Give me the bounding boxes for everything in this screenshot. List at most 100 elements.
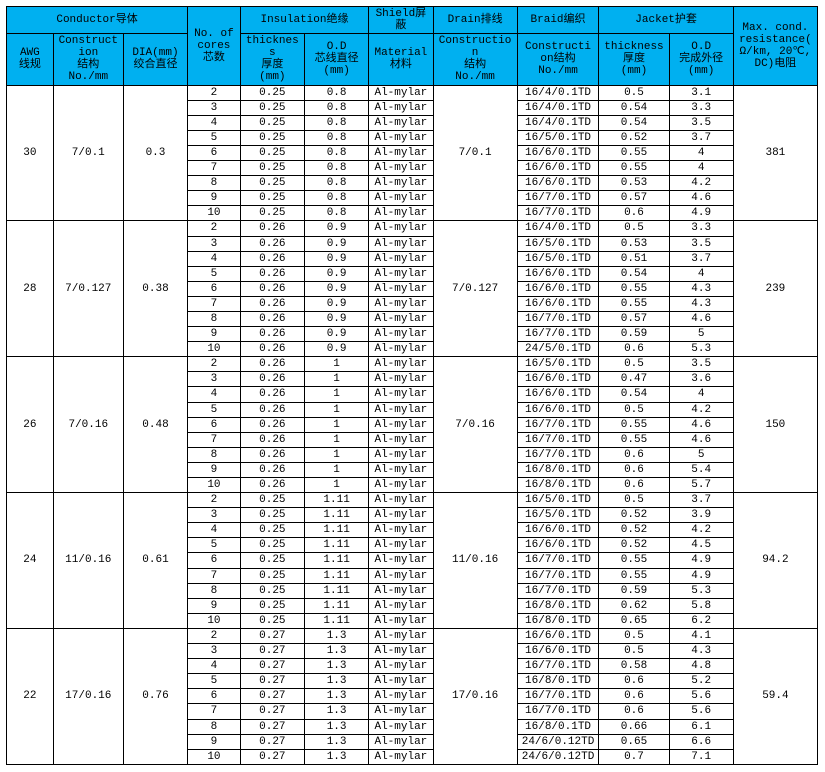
cell-cores: 3 bbox=[188, 236, 241, 251]
cell-ins-od: 0.9 bbox=[304, 311, 368, 326]
cell-cores: 9 bbox=[188, 462, 241, 477]
cell-ins-thickness: 0.26 bbox=[240, 357, 304, 372]
cell-cores: 5 bbox=[188, 402, 241, 417]
cell-ins-thickness: 0.25 bbox=[240, 538, 304, 553]
cell-braid: 16/4/0.1TD bbox=[517, 100, 599, 115]
cell-jacket-thickness: 0.51 bbox=[599, 251, 669, 266]
cell-braid: 16/7/0.1TD bbox=[517, 659, 599, 674]
cell-ins-od: 0.8 bbox=[304, 130, 368, 145]
cell-ins-od: 0.9 bbox=[304, 236, 368, 251]
cell-braid: 16/5/0.1TD bbox=[517, 493, 599, 508]
table-body: 307/0.10.320.250.8Al-mylar7/0.116/4/0.1T… bbox=[7, 85, 818, 764]
cell-jacket-thickness: 0.59 bbox=[599, 327, 669, 342]
cell-ins-od: 1 bbox=[304, 432, 368, 447]
cell-shield-material: Al-mylar bbox=[369, 327, 433, 342]
cell-cores: 3 bbox=[188, 508, 241, 523]
cell-shield-material: Al-mylar bbox=[369, 342, 433, 357]
cell-resistance: 59.4 bbox=[733, 628, 817, 764]
cell-shield-material: Al-mylar bbox=[369, 568, 433, 583]
cell-ins-thickness: 0.27 bbox=[240, 674, 304, 689]
cell-ins-thickness: 0.27 bbox=[240, 719, 304, 734]
cell-jacket-od: 6.6 bbox=[669, 734, 733, 749]
cell-jacket-thickness: 0.5 bbox=[599, 402, 669, 417]
cell-jacket-thickness: 0.55 bbox=[599, 417, 669, 432]
cell-jacket-od: 3.3 bbox=[669, 221, 733, 236]
cell-shield-material: Al-mylar bbox=[369, 402, 433, 417]
cell-shield-material: Al-mylar bbox=[369, 613, 433, 628]
cell-cores: 5 bbox=[188, 266, 241, 281]
cell-resistance: 239 bbox=[733, 221, 817, 357]
cell-braid: 16/6/0.1TD bbox=[517, 538, 599, 553]
cell-shield-material: Al-mylar bbox=[369, 734, 433, 749]
cell-drain: 17/0.16 bbox=[433, 628, 517, 764]
cell-shield-material: Al-mylar bbox=[369, 221, 433, 236]
cell-braid: 16/8/0.1TD bbox=[517, 613, 599, 628]
cell-shield-material: Al-mylar bbox=[369, 372, 433, 387]
cell-jacket-od: 7.1 bbox=[669, 749, 733, 764]
cell-cores: 8 bbox=[188, 583, 241, 598]
cell-jacket-thickness: 0.66 bbox=[599, 719, 669, 734]
cell-ins-od: 0.8 bbox=[304, 206, 368, 221]
cell-jacket-thickness: 0.54 bbox=[599, 387, 669, 402]
cell-jacket-od: 5 bbox=[669, 327, 733, 342]
cell-jacket-thickness: 0.6 bbox=[599, 689, 669, 704]
cell-ins-od: 1 bbox=[304, 447, 368, 462]
cell-cores: 2 bbox=[188, 628, 241, 643]
cell-cores: 9 bbox=[188, 734, 241, 749]
cell-resistance: 94.2 bbox=[733, 493, 817, 629]
cell-jacket-thickness: 0.52 bbox=[599, 130, 669, 145]
cell-awg: 22 bbox=[7, 628, 54, 764]
cell-shield-material: Al-mylar bbox=[369, 266, 433, 281]
cell-jacket-thickness: 0.55 bbox=[599, 161, 669, 176]
cell-jacket-thickness: 0.5 bbox=[599, 85, 669, 100]
table-row: 267/0.160.4820.261Al-mylar7/0.1616/5/0.1… bbox=[7, 357, 818, 372]
cell-ins-thickness: 0.27 bbox=[240, 689, 304, 704]
cell-braid: 16/6/0.1TD bbox=[517, 145, 599, 160]
cell-shield-material: Al-mylar bbox=[369, 311, 433, 326]
cell-jacket-thickness: 0.58 bbox=[599, 659, 669, 674]
cell-shield-material: Al-mylar bbox=[369, 281, 433, 296]
cell-dia: 0.61 bbox=[123, 493, 187, 629]
cell-jacket-thickness: 0.62 bbox=[599, 598, 669, 613]
cell-shield-material: Al-mylar bbox=[369, 251, 433, 266]
cell-ins-thickness: 0.27 bbox=[240, 734, 304, 749]
col-header: O.D芯线直径(mm) bbox=[304, 34, 368, 85]
cell-cores: 2 bbox=[188, 221, 241, 236]
cell-jacket-od: 3.5 bbox=[669, 115, 733, 130]
col-header: AWG线规 bbox=[7, 34, 54, 85]
col-group-header: Jacket护套 bbox=[599, 7, 733, 34]
col-header: DIA(mm)绞合直径 bbox=[123, 34, 187, 85]
cell-shield-material: Al-mylar bbox=[369, 236, 433, 251]
cell-shield-material: Al-mylar bbox=[369, 583, 433, 598]
cell-jacket-od: 4.6 bbox=[669, 311, 733, 326]
cell-cores: 4 bbox=[188, 659, 241, 674]
cell-braid: 16/7/0.1TD bbox=[517, 191, 599, 206]
cell-jacket-od: 6.1 bbox=[669, 719, 733, 734]
cell-jacket-thickness: 0.54 bbox=[599, 115, 669, 130]
cell-ins-thickness: 0.25 bbox=[240, 161, 304, 176]
cell-braid: 16/4/0.1TD bbox=[517, 221, 599, 236]
cell-jacket-od: 4.3 bbox=[669, 296, 733, 311]
cell-jacket-thickness: 0.6 bbox=[599, 478, 669, 493]
cell-braid: 24/5/0.1TD bbox=[517, 342, 599, 357]
cell-ins-thickness: 0.25 bbox=[240, 206, 304, 221]
cell-jacket-od: 4.9 bbox=[669, 206, 733, 221]
cell-braid: 16/4/0.1TD bbox=[517, 85, 599, 100]
cell-jacket-od: 3.5 bbox=[669, 357, 733, 372]
cell-jacket-od: 3.9 bbox=[669, 508, 733, 523]
cell-jacket-od: 4 bbox=[669, 161, 733, 176]
cell-ins-thickness: 0.26 bbox=[240, 387, 304, 402]
cell-ins-thickness: 0.25 bbox=[240, 85, 304, 100]
cell-ins-od: 1.11 bbox=[304, 553, 368, 568]
cell-shield-material: Al-mylar bbox=[369, 553, 433, 568]
cell-construction: 17/0.16 bbox=[53, 628, 123, 764]
cell-cores: 3 bbox=[188, 644, 241, 659]
cell-jacket-od: 5.2 bbox=[669, 674, 733, 689]
cell-cores: 7 bbox=[188, 296, 241, 311]
cell-shield-material: Al-mylar bbox=[369, 432, 433, 447]
cell-ins-thickness: 0.26 bbox=[240, 372, 304, 387]
cell-jacket-od: 4.9 bbox=[669, 553, 733, 568]
cell-ins-thickness: 0.26 bbox=[240, 251, 304, 266]
cell-braid: 16/6/0.1TD bbox=[517, 372, 599, 387]
table-row: 287/0.1270.3820.260.9Al-mylar7/0.12716/4… bbox=[7, 221, 818, 236]
